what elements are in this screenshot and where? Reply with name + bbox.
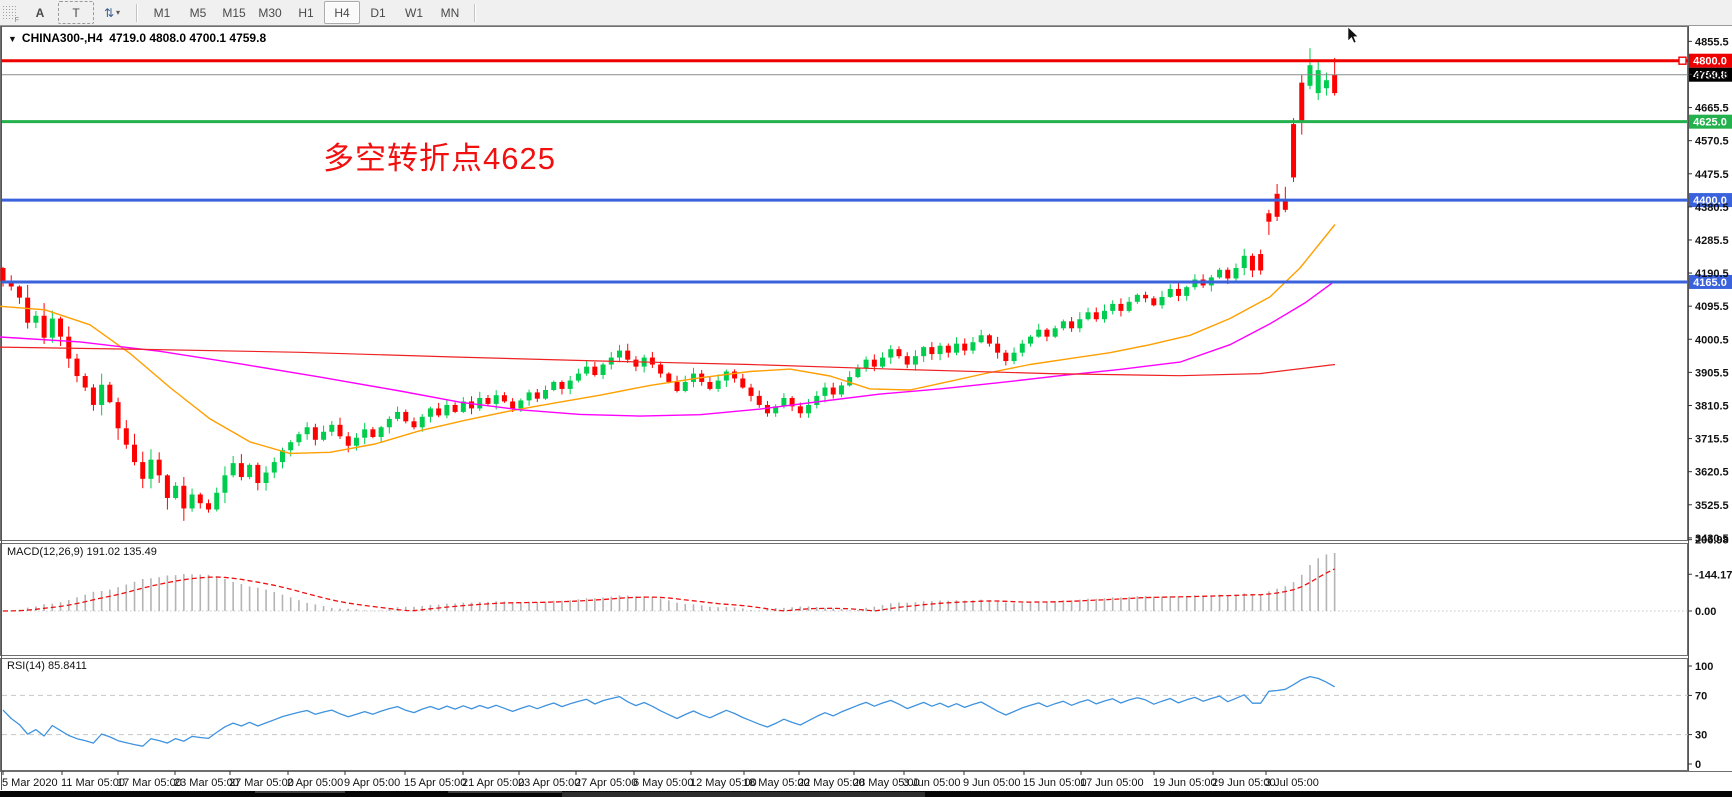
taskbar-strip (0, 791, 1732, 797)
svg-text:30: 30 (1695, 730, 1707, 742)
timeframe-group: M1 M5 M15 M30 H1 H4 D1 W1 MN (144, 1, 468, 24)
time-tick-label: 27 Apr 05:00 (575, 777, 637, 789)
time-tick-label: 18 May 05:00 (743, 777, 810, 789)
ma-slow-red (0, 346, 1336, 377)
text-label-button[interactable]: A (35, 5, 45, 20)
chart-annotation-text[interactable]: 多空转折点4625 (323, 141, 556, 176)
svg-text:100: 100 (1695, 661, 1713, 673)
price-tick-label: 3620.5 (1695, 467, 1729, 479)
timeframe-button-m5[interactable]: M5 (189, 5, 207, 20)
timeframe-button-w1[interactable]: W1 (405, 5, 423, 20)
price-tick-label: 3810.5 (1695, 400, 1729, 412)
time-tick-label: 5 Mar 2020 (2, 777, 58, 789)
svg-text:4165.0: 4165.0 (1693, 277, 1727, 289)
time-tick-label: 11 Mar 05:00 (61, 777, 125, 789)
timeframe-button-m15[interactable]: M15 (222, 5, 246, 20)
chart-title: ▼ CHINA300-,H4 4719.0 4808.0 4700.1 4759.… (8, 31, 266, 45)
price-tick-label: 4665.5 (1695, 103, 1729, 115)
price-axis[interactable]: 4855.5 4760.5 4665.5 4570.5 4475.5 4380.5 4285… (1688, 36, 1729, 545)
level-lines-layer[interactable]: 4800.0 4625.0 4400.0 4165.0 4759.8 (2, 53, 1732, 289)
time-tick-label: 6 May 05:00 (633, 777, 694, 789)
price-tick-label: 4190.5 (1695, 268, 1729, 280)
toolbar-grip-icon[interactable]: F (2, 4, 19, 24)
time-tick-label: 29 Jun 05:00 (1212, 777, 1276, 789)
timeframe-button-d1[interactable]: D1 (370, 5, 386, 20)
svg-text:4400.0: 4400.0 (1693, 195, 1727, 207)
svg-text:206.98: 206.98 (1695, 535, 1729, 547)
time-tick-label: 21 Apr 05:00 (462, 777, 524, 789)
rsi-axis[interactable]: 100 70 30 0 (1688, 661, 1713, 771)
candles-layer (0, 48, 1338, 521)
moving-averages-layer (0, 224, 1336, 455)
time-tick-label: 9 Apr 05:00 (344, 777, 400, 789)
price-tick-label: 4285.5 (1695, 235, 1729, 247)
hline-handle[interactable] (1678, 56, 1687, 65)
time-tick-label: 23 Mar 05:00 (174, 777, 239, 789)
arrows-icon: ⇅ (103, 5, 114, 20)
time-tick-label: 3 Jun 05:00 (903, 777, 961, 789)
macd-layer (2, 553, 1688, 612)
time-tick-label: 19 Jun 05:00 (1153, 777, 1217, 789)
price-tick-label: 4855.5 (1695, 36, 1729, 48)
time-tick-label: 23 Apr 05:00 (518, 777, 580, 789)
collapse-triangle-icon[interactable]: ▼ (8, 34, 17, 44)
ohlc-readout: 4719.0 4808.0 4700.1 4759.8 (109, 31, 267, 45)
price-tick-label: 4380.5 (1695, 202, 1729, 214)
rsi-layer (2, 675, 1688, 747)
price-tick-label: 4570.5 (1695, 136, 1729, 148)
symbol-period-label: CHINA300-,H4 (21, 31, 103, 45)
time-tick-label: 27 Mar 05:00 (229, 777, 294, 789)
time-tick-label: 2 Apr 05:00 (287, 777, 343, 789)
chevron-down-icon: ▾ (116, 8, 121, 17)
time-tick-label: 22 May 05:00 (798, 777, 865, 789)
macd-axis[interactable]: 206.98 0.00 -144.17 (1688, 535, 1732, 618)
time-tick-label: 28 May 05:00 (853, 777, 920, 789)
svg-text:4759.8: 4759.8 (1693, 70, 1727, 82)
timeframe-button-h1[interactable]: H1 (298, 5, 314, 20)
time-tick-label: 12 May 05:00 (690, 777, 757, 789)
macd-signal-line (2, 568, 1335, 612)
mouse-cursor (1347, 26, 1359, 44)
time-tick-label: 15 Apr 05:00 (404, 777, 466, 789)
time-tick-label: 3 Jul 05:00 (1265, 777, 1319, 789)
timeframe-button-m30[interactable]: M30 (258, 5, 282, 20)
time-tick-label: 9 Jun 05:00 (963, 777, 1021, 789)
toolbar-separator (136, 3, 138, 22)
panel-frames (0, 26, 1732, 790)
arrows-dropdown-button[interactable]: ⇅ ▾ (94, 1, 130, 24)
price-tick-label: 3715.5 (1695, 434, 1729, 446)
rsi-indicator-label: RSI(14) 85.8411 (7, 660, 87, 672)
ma-medium-magenta (0, 280, 1336, 417)
macd-indicator-label: MACD(12,26,9) 191.02 135.49 (7, 546, 157, 558)
rsi-line (2, 675, 1335, 747)
svg-text:70: 70 (1695, 690, 1707, 702)
svg-text:-144.17: -144.17 (1695, 569, 1732, 581)
timeframe-button-h4[interactable]: H4 (324, 1, 360, 24)
time-tick-label: 17 Mar 05:00 (117, 777, 182, 789)
price-tick-label: 3905.5 (1695, 367, 1729, 379)
price-tick-label: 3430.5 (1695, 533, 1729, 545)
toolbar-separator (474, 3, 476, 22)
timeframe-button-mn[interactable]: MN (440, 5, 460, 20)
price-tick-label: 4095.5 (1695, 301, 1729, 313)
price-tick-label: 4760.5 (1695, 69, 1729, 81)
price-tick-label: 4475.5 (1695, 169, 1729, 181)
price-tick-label: 3525.5 (1695, 500, 1729, 512)
timeframe-button-m1[interactable]: M1 (153, 5, 171, 20)
svg-text:0: 0 (1695, 759, 1701, 771)
svg-text:4625.0: 4625.0 (1693, 117, 1727, 129)
toolbar: F A T ⇅ ▾ M1 M5 M15 M30 H1 H4 D1 W1 MN (0, 0, 1732, 26)
time-tick-label: 17 Jun 05:00 (1080, 777, 1144, 789)
ma-fast-orange (0, 224, 1336, 455)
svg-text:0.00: 0.00 (1695, 606, 1716, 618)
price-tick-label: 4000.5 (1695, 334, 1729, 346)
text-object-button[interactable]: T (58, 1, 94, 24)
svg-text:4800.0: 4800.0 (1693, 56, 1727, 68)
time-tick-label: 15 Jun 05:00 (1023, 777, 1087, 789)
